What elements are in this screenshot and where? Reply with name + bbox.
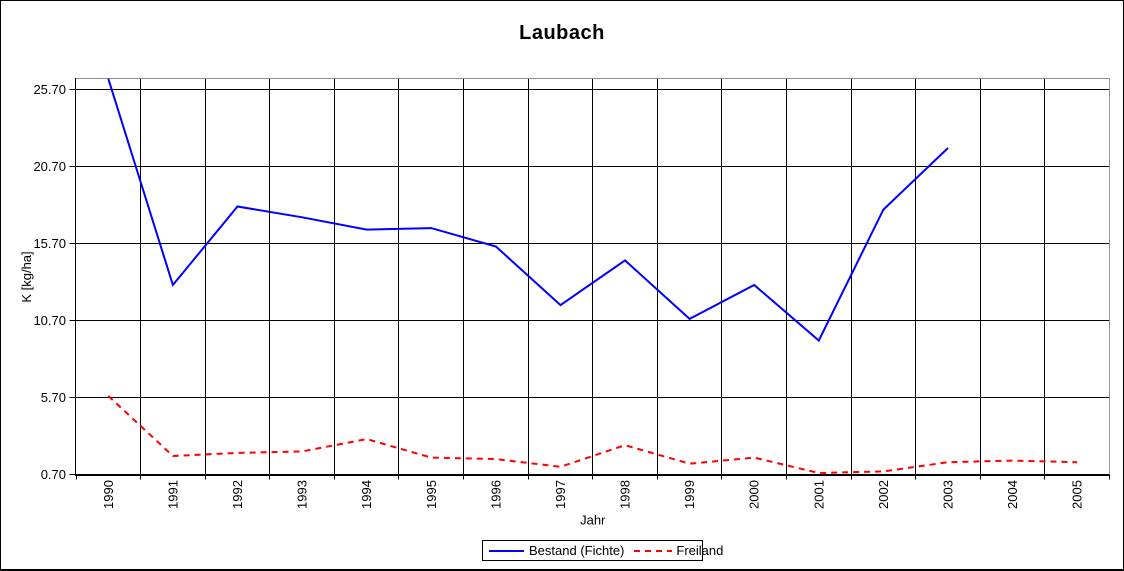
- bestand-fichte-line-swatch: [489, 549, 524, 552]
- x-tick-label: 1993: [295, 480, 310, 509]
- x-tick-label: 1999: [682, 480, 697, 509]
- legend-label-bestand-fichte: Bestand (Fichte): [529, 543, 625, 558]
- y-tick-label: 25.70: [33, 82, 66, 97]
- y-tick-label: 5.70: [41, 390, 66, 405]
- x-tick-label: 1996: [488, 480, 503, 509]
- x-tick-label: 1991: [165, 480, 180, 509]
- x-tick-label: 1994: [359, 480, 374, 509]
- chart-title: Laubach: [519, 22, 605, 44]
- y-tick-label: 20.70: [33, 159, 66, 174]
- x-tick-label: 1990: [101, 480, 116, 509]
- y-tick-label: 10.70: [33, 313, 66, 328]
- freiland-line-swatch: [634, 549, 673, 552]
- legend-label-freiland: Freiland: [676, 543, 724, 558]
- x-tick-label: 1995: [424, 480, 439, 509]
- y-tick-label: 0.70: [41, 467, 66, 482]
- x-tick-label: 2005: [1070, 480, 1085, 509]
- x-tick-label: 1998: [618, 480, 633, 509]
- x-tick-label: 2000: [747, 480, 762, 509]
- legend: Bestand (Fichte) Freiland: [482, 540, 723, 561]
- x-tick-label: 2004: [1005, 480, 1020, 509]
- y-tick-label: 15.70: [33, 236, 66, 251]
- x-tick-label: 2003: [941, 480, 956, 509]
- x-tick-label: 2001: [811, 480, 826, 509]
- y-axis-title: K [kg/ha]: [19, 251, 34, 302]
- x-axis-title: Jahr: [580, 513, 606, 528]
- x-tick-label: 1992: [230, 480, 245, 509]
- series-line-bestand-fichte: [107, 78, 949, 343]
- x-tick-label: 2002: [876, 480, 891, 509]
- x-tick-label: 1997: [553, 480, 568, 509]
